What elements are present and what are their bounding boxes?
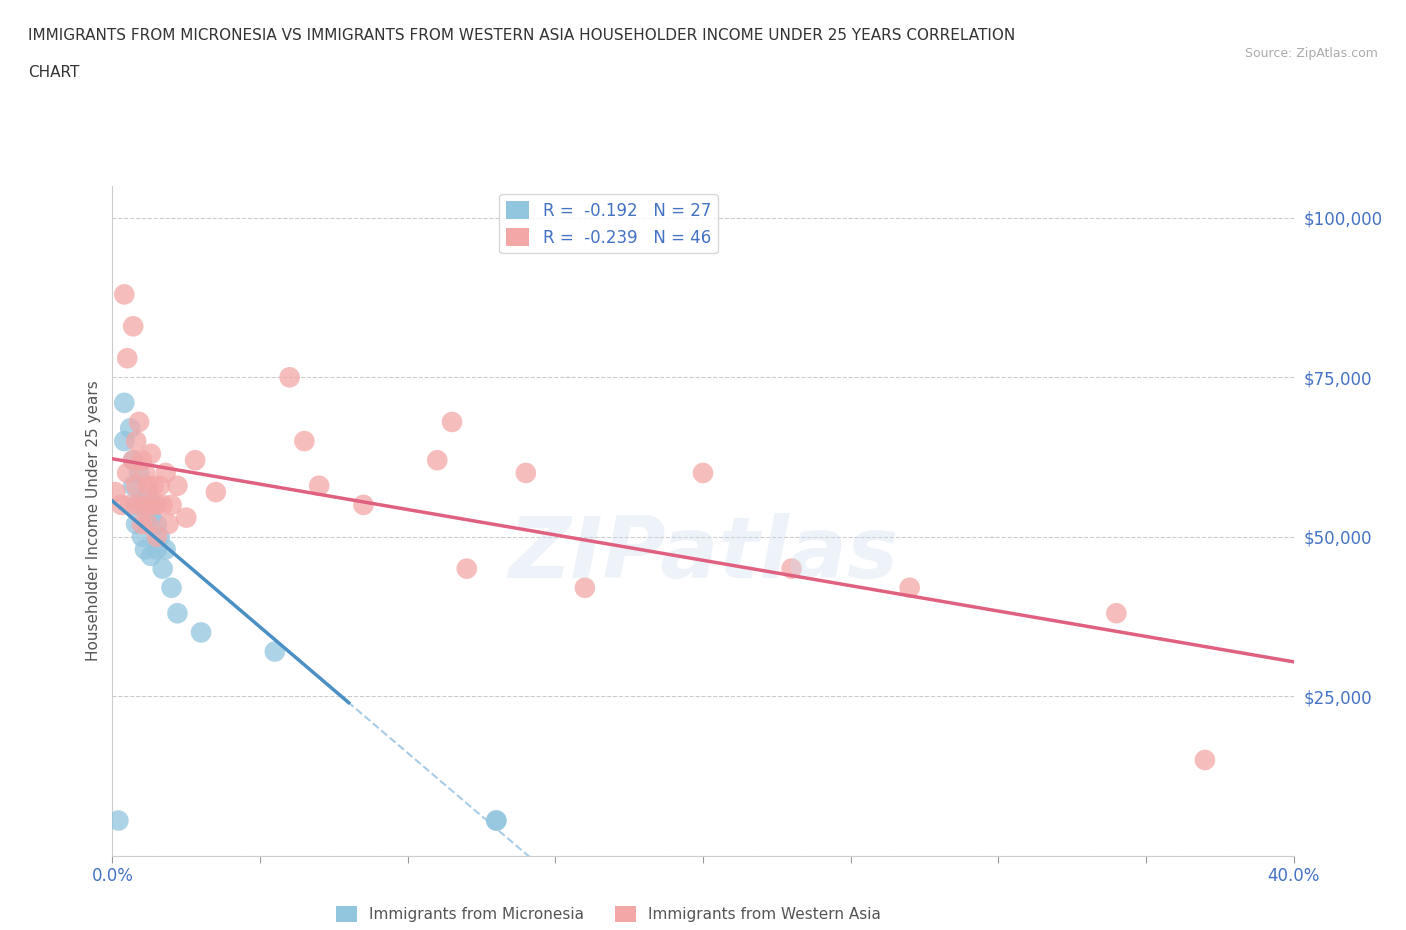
Point (112, 433, 135, 448)
Point (136, 516, 159, 531)
Point (780, 561, 803, 576)
Point (134, 542, 156, 557)
Legend: Immigrants from Micronesia, Immigrants from Western Asia: Immigrants from Micronesia, Immigrants f… (329, 899, 887, 928)
Point (264, 644, 287, 659)
Point (292, 433, 315, 448)
Point (131, 516, 153, 531)
Point (146, 542, 169, 557)
Point (1105, 605, 1128, 620)
Point (131, 529, 153, 544)
Point (128, 415, 150, 430)
Point (131, 498, 153, 512)
Point (155, 466, 177, 481)
Point (107, 813, 129, 828)
Point (160, 580, 183, 595)
Point (157, 516, 180, 531)
Point (441, 415, 464, 430)
Point (120, 498, 142, 512)
Point (155, 542, 177, 557)
Point (184, 453, 207, 468)
Point (174, 511, 197, 525)
Point (1194, 752, 1216, 767)
Point (142, 498, 165, 512)
Point (146, 498, 169, 512)
Point (139, 446, 162, 461)
Point (139, 498, 162, 512)
Point (152, 498, 174, 512)
Point (125, 498, 148, 512)
Point (142, 478, 165, 493)
Point (117, 466, 138, 481)
Point (125, 516, 148, 531)
Point (112, 395, 135, 410)
Point (149, 529, 172, 544)
Point (139, 511, 162, 525)
Point (456, 561, 478, 576)
Point (205, 485, 228, 499)
Point (104, 485, 127, 499)
Point (146, 516, 169, 531)
Point (128, 498, 150, 512)
Point (149, 478, 172, 493)
Text: IMMIGRANTS FROM MICRONESIA VS IMMIGRANTS FROM WESTERN ASIA HOUSEHOLDER INCOME UN: IMMIGRANTS FROM MICRONESIA VS IMMIGRANTS… (28, 28, 1015, 43)
Point (485, 813, 508, 828)
Point (166, 478, 188, 493)
Point (120, 421, 142, 436)
Point (426, 453, 449, 468)
Point (125, 433, 148, 448)
Point (139, 549, 162, 564)
Point (152, 561, 174, 576)
Point (692, 466, 714, 481)
Point (308, 478, 330, 493)
Point (117, 351, 138, 365)
Point (122, 453, 145, 468)
Point (136, 485, 159, 499)
Point (574, 580, 596, 595)
Text: Source: ZipAtlas.com: Source: ZipAtlas.com (1244, 46, 1378, 60)
Point (128, 466, 150, 481)
Point (110, 498, 132, 512)
Point (125, 478, 148, 493)
Point (131, 453, 153, 468)
Point (485, 813, 508, 828)
Point (190, 625, 212, 640)
Point (278, 370, 301, 385)
Point (515, 466, 537, 481)
Point (166, 605, 188, 620)
Point (146, 529, 169, 544)
Text: CHART: CHART (28, 65, 80, 80)
Point (134, 466, 156, 481)
Point (122, 453, 145, 468)
Point (898, 580, 921, 595)
Y-axis label: Householder Income Under 25 years: Householder Income Under 25 years (86, 380, 101, 661)
Point (352, 498, 374, 512)
Point (160, 498, 183, 512)
Point (136, 478, 159, 493)
Point (122, 478, 145, 493)
Text: ZIPatlas: ZIPatlas (508, 512, 898, 596)
Point (122, 319, 145, 334)
Point (112, 287, 135, 302)
Point (134, 498, 156, 512)
